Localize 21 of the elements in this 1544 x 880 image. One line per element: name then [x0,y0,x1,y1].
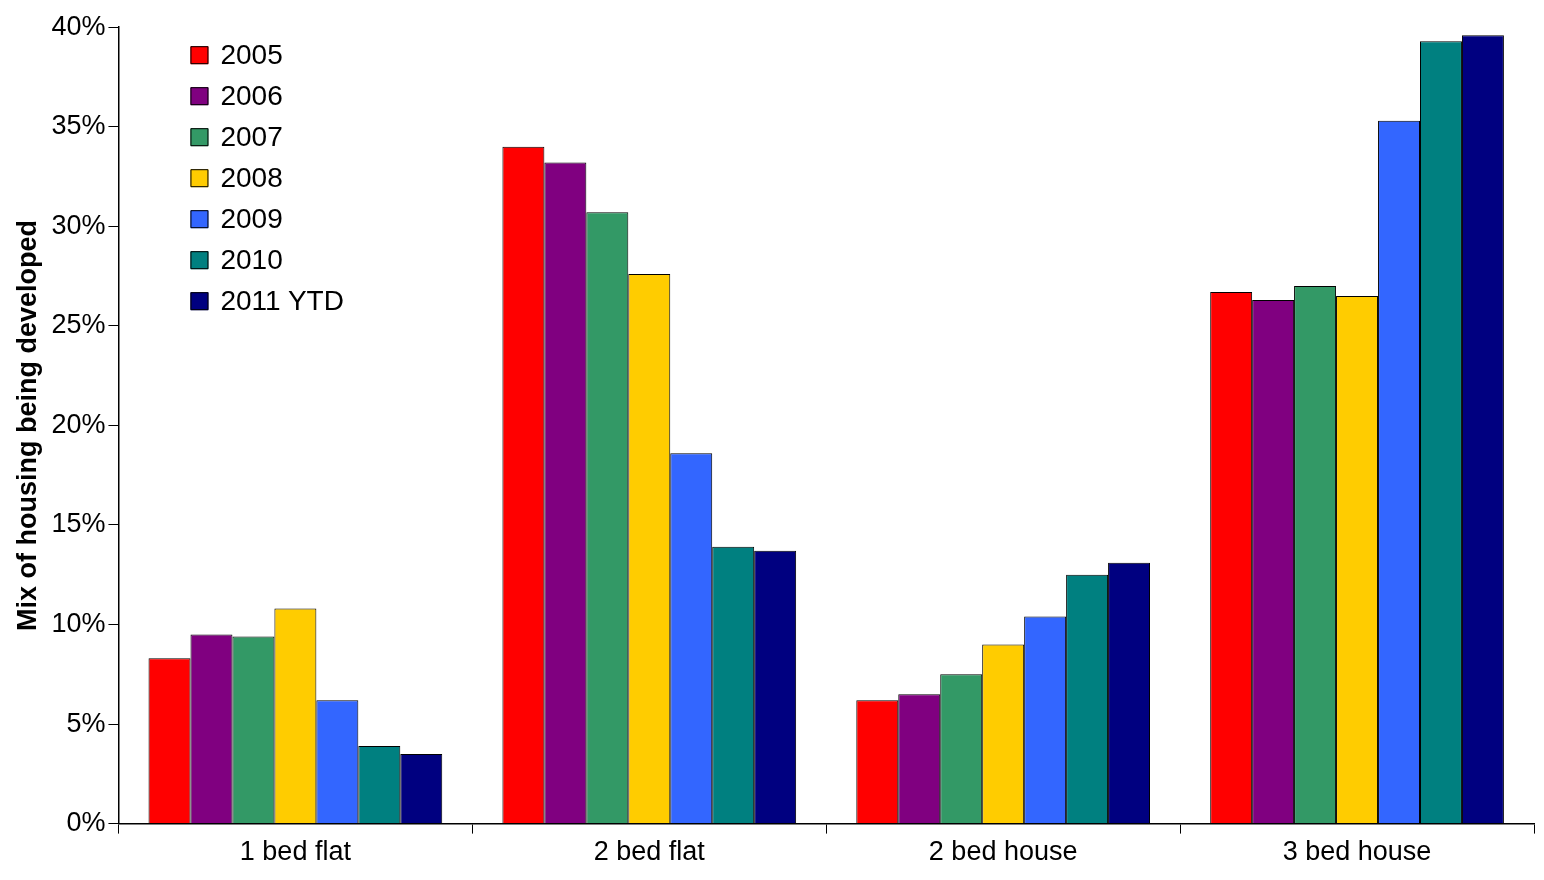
y-axis-title: Mix of housing being developed [11,219,42,631]
y-tick-label: 15% [51,508,106,539]
legend-label: 2008 [220,161,283,193]
x-tick-label: 3 bed house [1282,836,1432,867]
y-tick-label: 10% [51,607,106,638]
y-tick-label: 35% [51,110,106,141]
x-tick-label: 1 bed flat [239,836,352,867]
y-tick-label: 5% [66,707,106,738]
x-tick-label: 2 bed house [928,836,1078,867]
x-tick-label: 2 bed flat [593,836,706,867]
y-tick-label: 0% [66,807,106,838]
y-tick-label: 40% [51,10,106,41]
legend-label: 2005 [220,38,283,70]
y-tick-label: 20% [51,408,106,439]
legend-label: 2010 [220,243,283,275]
legend-label: 2007 [220,120,283,152]
legend-label: 2006 [220,79,283,111]
y-tick-label: 30% [51,209,106,240]
legend-label: 2009 [220,202,283,234]
legend-label: 2011 YTD [220,284,344,316]
y-tick-label: 25% [51,309,106,340]
